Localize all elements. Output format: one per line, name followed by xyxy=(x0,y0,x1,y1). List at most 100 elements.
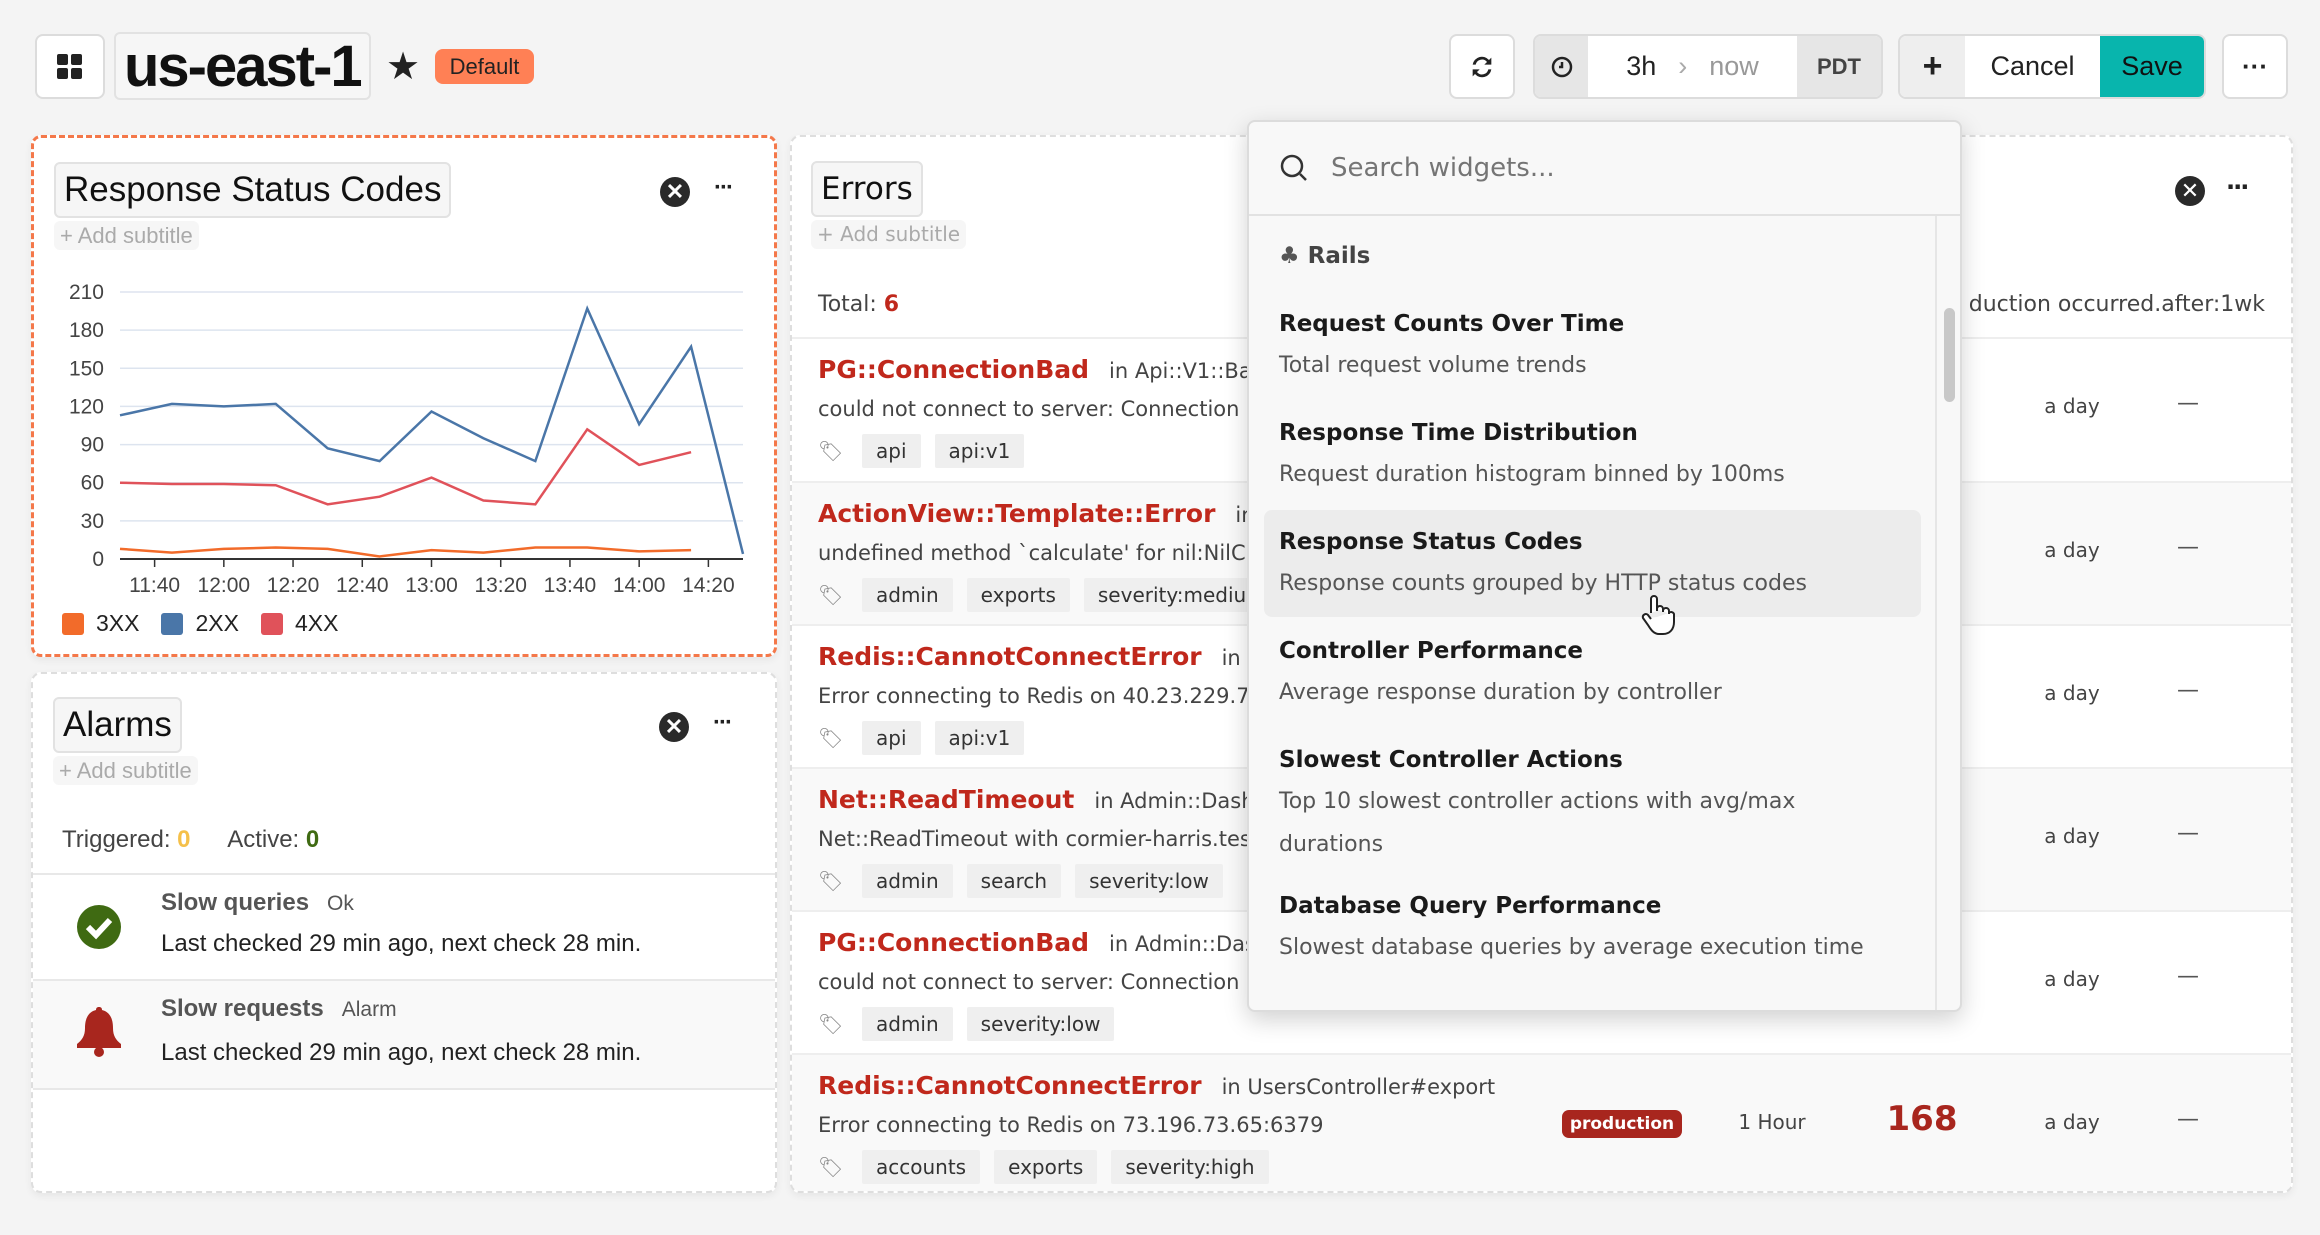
widget-option[interactable]: Response Time Distribution Request durat… xyxy=(1264,401,1921,508)
bell-icon xyxy=(77,1007,121,1057)
clock-icon[interactable] xyxy=(1535,36,1588,97)
legend-item[interactable]: 4XX xyxy=(260,610,339,637)
add-subtitle-button[interactable]: + Add subtitle xyxy=(811,220,967,249)
widget-search-input[interactable] xyxy=(1331,146,1931,190)
alarms-widget[interactable]: Alarms + Add subtitle ✕ ··· Triggered: 0… xyxy=(31,672,777,1193)
errors-query[interactable]: duction occurred.after:1wk xyxy=(1968,292,2265,317)
time-from[interactable]: 3h xyxy=(1626,51,1657,81)
y-tick-label: 180 xyxy=(69,319,104,342)
widget-menu-icon[interactable]: ··· xyxy=(2226,173,2249,201)
error-message: undefined method `calculate' for nil:Nil… xyxy=(818,541,1265,565)
add-widget-button[interactable]: + xyxy=(1900,36,1965,97)
legend-label: 4XX xyxy=(294,610,339,636)
widget-search[interactable] xyxy=(1249,122,1960,216)
widget-menu-icon[interactable]: ··· xyxy=(714,174,734,201)
favorite-star-icon[interactable]: ★ xyxy=(386,46,421,88)
search-icon xyxy=(1280,154,1307,181)
alarm-row[interactable]: Slow queries Ok Last checked 29 min ago, … xyxy=(33,873,775,979)
error-trend: — xyxy=(2177,1107,2199,1132)
cancel-button[interactable]: Cancel xyxy=(1990,51,2075,81)
error-trend: — xyxy=(2177,964,2199,989)
widget-option-title: Slowest Controller Actions xyxy=(1279,747,1623,773)
error-tag[interactable]: api xyxy=(862,434,921,468)
triggered-count: 0 xyxy=(177,826,191,853)
widget-list-scrollbar[interactable] xyxy=(1935,216,1960,1010)
legend-label: 3XX xyxy=(96,610,140,636)
legend-item[interactable]: 3XX xyxy=(62,610,139,637)
error-tag[interactable]: api xyxy=(862,721,921,755)
dashboards-grid-button[interactable] xyxy=(35,34,105,99)
widget-option-title: Response Status Codes xyxy=(1279,529,1583,555)
dashboard-title[interactable]: us-east-1 xyxy=(114,32,371,100)
alarm-row[interactable]: Slow requests Alarm Last checked 29 min a… xyxy=(33,979,775,1090)
widget-option[interactable]: Request Counts Over Time Total request v… xyxy=(1264,292,1921,399)
error-tag[interactable]: api:v1 xyxy=(934,721,1025,755)
error-class-link[interactable]: PG::ConnectionBad xyxy=(818,355,1090,384)
legend-item[interactable]: 2XX xyxy=(161,610,239,637)
y-tick-label: 150 xyxy=(69,357,104,380)
time-to[interactable]: now xyxy=(1709,51,1759,81)
widget-option[interactable]: Database Query Performance Slowest datab… xyxy=(1264,874,1921,981)
more-options-button[interactable]: ··· xyxy=(2222,34,2288,99)
add-subtitle-button[interactable]: + Add subtitle xyxy=(53,756,198,785)
error-tag[interactable]: search xyxy=(966,864,1062,898)
error-last-seen: a day xyxy=(2044,394,2100,418)
alarm-status: Alarm xyxy=(341,998,397,1021)
error-tag[interactable]: admin xyxy=(862,864,953,898)
widget-option[interactable]: Response Status Codes Response counts gr… xyxy=(1264,510,1921,617)
error-tag[interactable]: exports xyxy=(994,1150,1098,1184)
widget-option[interactable]: Controller Performance Average response … xyxy=(1264,619,1921,726)
error-tag[interactable]: admin xyxy=(862,578,953,612)
widget-option-title: Request Counts Over Time xyxy=(1279,311,1625,337)
remove-widget-icon[interactable]: ✕ xyxy=(660,177,690,207)
alarm-name[interactable]: Slow requests xyxy=(161,995,324,1022)
rails-icon: ♣ xyxy=(1279,243,1300,269)
plus-icon: + xyxy=(1922,47,1943,85)
scrollbar-thumb[interactable] xyxy=(1944,308,1955,402)
error-window: 1 Hour xyxy=(1738,1110,1806,1134)
y-tick-label: 0 xyxy=(92,548,104,571)
save-button[interactable]: Save xyxy=(2100,36,2204,97)
remove-widget-icon[interactable]: ✕ xyxy=(2175,176,2205,206)
widget-title[interactable]: Errors xyxy=(811,161,923,217)
x-tick-label: 12:20 xyxy=(267,574,320,597)
alarm-name[interactable]: Slow queries xyxy=(161,889,310,916)
time-range-group[interactable]: 3h › now PDT xyxy=(1533,34,1883,99)
error-class-link[interactable]: PG::ConnectionBad xyxy=(818,928,1090,957)
edit-actions-group: + Cancel Save xyxy=(1898,34,2206,99)
widget-title[interactable]: Alarms xyxy=(53,697,182,753)
error-last-seen: a day xyxy=(2044,681,2100,705)
error-row[interactable]: PG::ConnectionBad in Admin::Dashb could n… xyxy=(792,910,2291,1054)
errors-total-count: 6 xyxy=(883,292,900,317)
widget-menu-icon[interactable]: ··· xyxy=(713,709,733,736)
response-status-codes-widget[interactable]: Response Status Codes + Add subtitle ✕ ·… xyxy=(31,135,777,657)
timezone-button[interactable]: PDT xyxy=(1797,36,1881,97)
widget-title[interactable]: Response Status Codes xyxy=(54,162,452,218)
error-tag[interactable]: api:v1 xyxy=(934,434,1025,468)
remove-widget-icon[interactable]: ✕ xyxy=(659,712,689,742)
refresh-button[interactable] xyxy=(1449,34,1515,99)
error-class-link[interactable]: Redis::CannotConnectError xyxy=(818,1071,1202,1100)
error-row[interactable]: Redis::CannotConnectError in UsersControl… xyxy=(792,1053,2291,1191)
error-class-link[interactable]: ActionView::Template::Error xyxy=(818,499,1216,528)
default-badge: Default xyxy=(435,49,534,84)
error-message: Error connecting to Redis on 73.196.73.6… xyxy=(818,1113,1324,1137)
tags-icon: 🏷 xyxy=(818,869,844,893)
widget-group-rails: ♣ Rails xyxy=(1279,243,1371,269)
error-class-link[interactable]: Net::ReadTimeout xyxy=(818,785,1075,814)
chevron-right-icon: › xyxy=(1678,51,1688,81)
widget-option[interactable]: Slowest Controller Actions Top 10 slowes… xyxy=(1264,728,1921,878)
x-tick-label: 13:20 xyxy=(474,574,527,597)
status-codes-chart: 0 30 60 90 120 150 180 210 11:40 12:00 12:20 12:40 1… xyxy=(69,281,745,597)
chart-legend: 3XX 2XX 4XX xyxy=(62,610,338,637)
series-line-4xx xyxy=(119,427,692,506)
refresh-icon xyxy=(1472,56,1492,77)
error-tag[interactable]: severity:low xyxy=(1075,864,1223,898)
error-tag[interactable]: accounts xyxy=(862,1150,981,1184)
error-tag[interactable]: exports xyxy=(966,578,1070,612)
error-class-link[interactable]: Redis::CannotConnectError xyxy=(818,642,1202,671)
add-subtitle-button[interactable]: + Add subtitle xyxy=(54,221,199,250)
error-tag[interactable]: severity:high xyxy=(1111,1150,1269,1184)
error-tag[interactable]: severity:low xyxy=(966,1007,1115,1041)
error-tag[interactable]: admin xyxy=(862,1007,953,1041)
